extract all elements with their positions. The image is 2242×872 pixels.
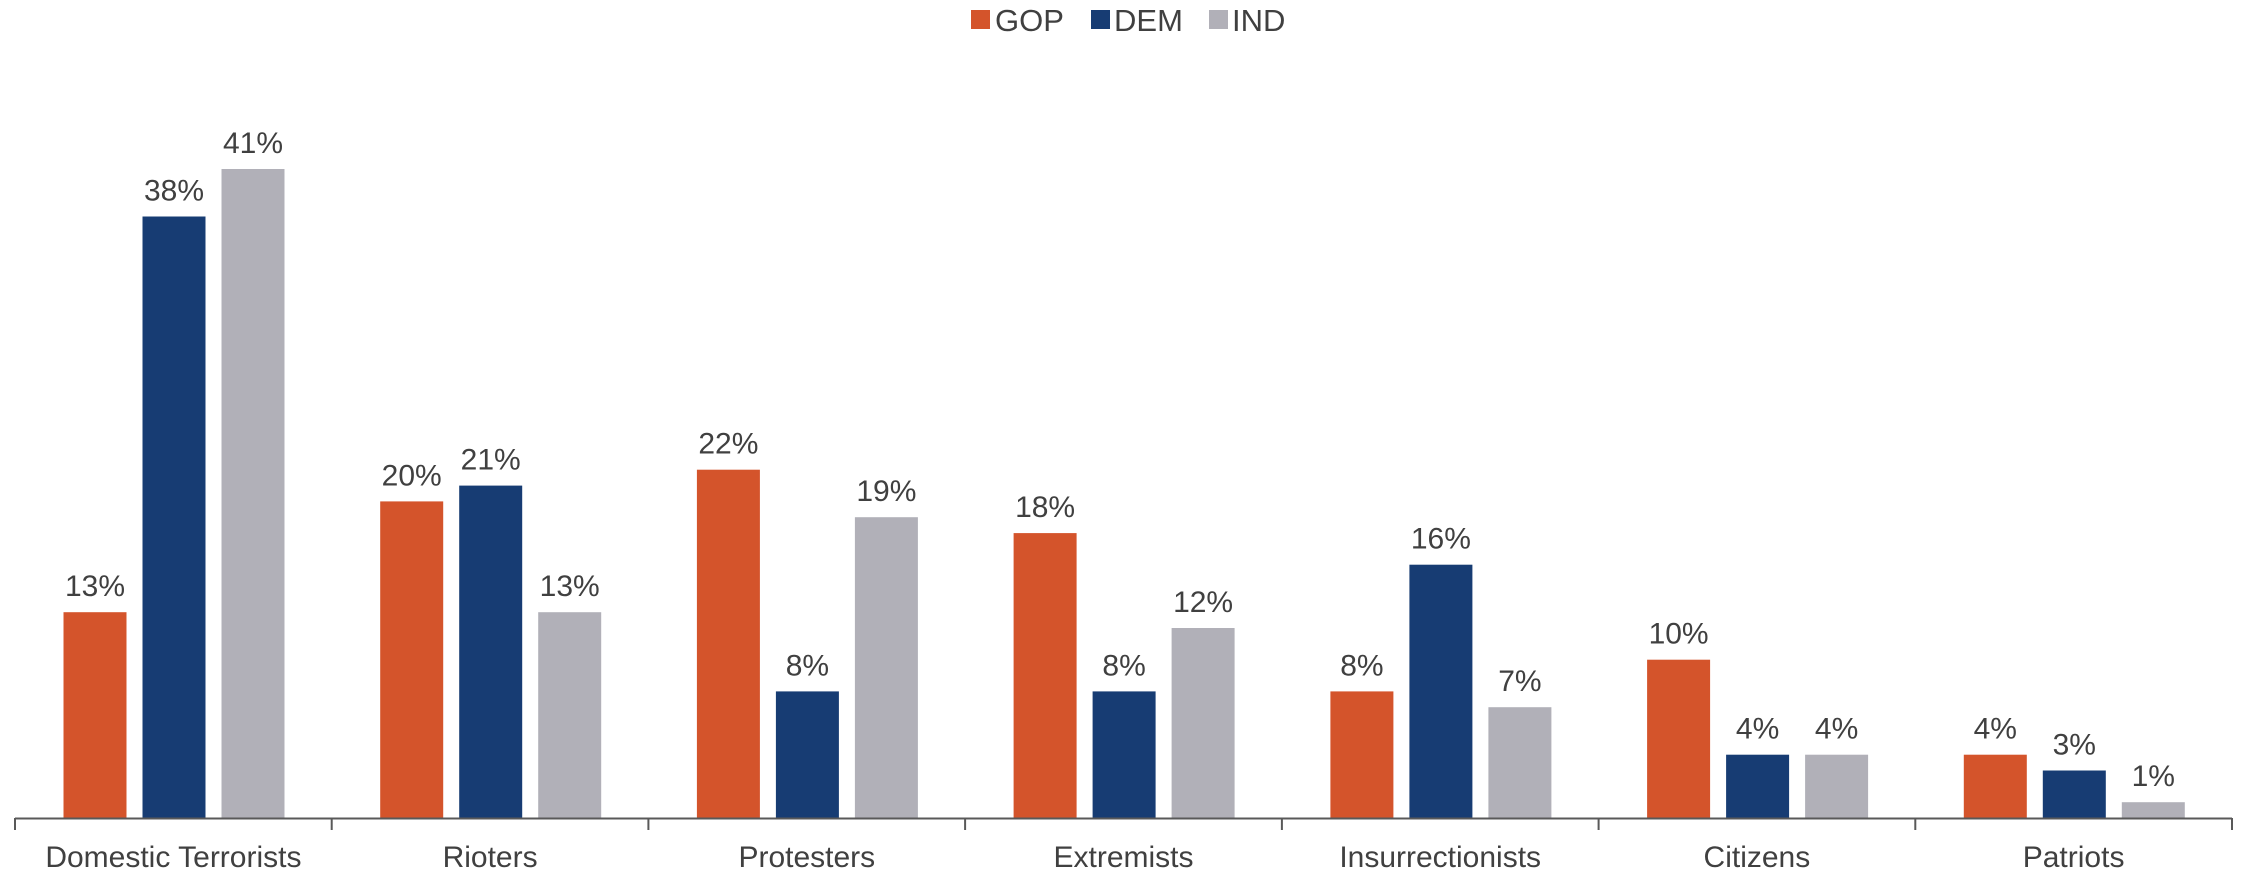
bar-dem-6 [2042, 770, 2106, 818]
value-label-dem-2: 8% [786, 649, 829, 682]
value-label-ind-0: 41% [223, 127, 283, 160]
value-label-gop-6: 4% [1974, 713, 2017, 746]
value-label-ind-1: 13% [540, 570, 600, 603]
bar-gop-1 [380, 501, 444, 818]
bar-dem-2 [775, 691, 839, 818]
bar-gop-2 [696, 469, 760, 818]
bar-ind-1 [538, 612, 602, 818]
bar-ind-0 [221, 169, 285, 818]
legend-label-dem: DEM [1114, 3, 1183, 38]
value-label-ind-2: 19% [856, 475, 916, 508]
bar-ind-2 [854, 517, 918, 818]
value-label-dem-3: 8% [1102, 649, 1145, 682]
x-tick-label-3: Extremists [1053, 841, 1193, 872]
bar-gop-6 [1963, 754, 2027, 818]
bar-dem-3 [1092, 691, 1156, 818]
legend-swatch-gop [971, 10, 990, 29]
bar-ind-5 [1805, 754, 1869, 818]
bars-group [63, 169, 2185, 818]
value-label-gop-0: 13% [65, 570, 125, 603]
value-label-dem-5: 4% [1736, 713, 1779, 746]
value-label-dem-0: 38% [144, 175, 204, 208]
value-label-gop-1: 20% [382, 459, 442, 492]
x-tick-label-5: Citizens [1704, 841, 1811, 872]
legend-label-gop: GOP [995, 3, 1064, 38]
bar-ind-3 [1171, 628, 1235, 818]
value-label-ind-3: 12% [1173, 586, 1233, 619]
value-labels-group: 13% 38% 41% 20% 21% 13% 22% 8% 19% 18% 8% 12% 8% 16% 7… [65, 127, 2175, 793]
legend: GOP DEM IND [971, 3, 1285, 38]
x-tick-label-0: Domestic Terrorists [45, 841, 301, 872]
bar-dem-1 [459, 485, 523, 818]
value-label-gop-4: 8% [1340, 649, 1383, 682]
x-axis: Domestic Terrorists Rioters Protesters Extr… [14, 817, 2233, 872]
value-label-gop-5: 10% [1649, 618, 1709, 651]
value-label-ind-6: 1% [2132, 760, 2175, 793]
bar-gop-5 [1647, 659, 1711, 818]
bar-dem-0 [142, 216, 206, 818]
bar-dem-5 [1726, 754, 1790, 818]
value-label-gop-3: 18% [1015, 491, 1075, 524]
value-label-dem-1: 21% [461, 444, 521, 477]
bar-ind-4 [1488, 707, 1552, 818]
legend-swatch-ind [1209, 10, 1228, 29]
bar-ind-6 [2121, 802, 2185, 818]
value-label-dem-4: 16% [1411, 523, 1471, 556]
legend-label-ind: IND [1232, 3, 1285, 38]
value-label-ind-4: 7% [1498, 665, 1541, 698]
value-label-ind-5: 4% [1815, 713, 1858, 746]
x-tick-label-4: Insurrectionists [1339, 841, 1541, 872]
legend-swatch-dem [1091, 10, 1110, 29]
bar-gop-3 [1013, 533, 1077, 818]
value-label-gop-2: 22% [698, 428, 758, 461]
x-tick-label-6: Patriots [2023, 841, 2125, 872]
bar-gop-4 [1330, 691, 1394, 818]
bar-gop-0 [63, 612, 127, 818]
bar-dem-4 [1409, 564, 1473, 818]
value-label-dem-6: 3% [2053, 729, 2096, 762]
x-tick-label-1: Rioters [443, 841, 538, 872]
x-tick-label-2: Protesters [738, 841, 875, 872]
